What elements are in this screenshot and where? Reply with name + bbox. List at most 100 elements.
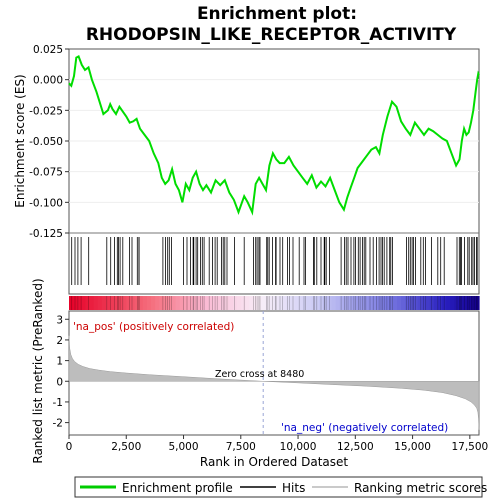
chart-title-line2: RHODOPSIN_LIKE_RECEPTOR_ACTIVITY [86, 25, 457, 45]
colorbar-segment [237, 296, 242, 310]
colorbar-segment [163, 296, 168, 310]
rank-colorbar [69, 296, 480, 310]
colorbar-segment [347, 296, 353, 310]
colorbar-segment [401, 296, 406, 310]
colorbar-segment [384, 296, 390, 310]
rank-x-ticks: 0 2,500 5,000 7,500 10,000 12,500 15,000 17,500 [66, 435, 488, 453]
colorbar-segment [208, 296, 214, 310]
legend-enrichment-label: Enrichment profile [122, 481, 233, 495]
colorbar-segment [130, 296, 136, 310]
colorbar-segment [306, 296, 312, 310]
colorbar-segment [241, 296, 246, 310]
rank-ytick-label: 1 [56, 356, 63, 368]
colorbar-segment [438, 296, 443, 310]
colorbar-segment [138, 296, 144, 310]
colorbar-segment [192, 296, 197, 310]
colorbar-segment [450, 296, 455, 310]
rank-xtick-label: 12,500 [337, 441, 374, 453]
rank-y-axis-label: Ranked list metric (PreRanked) [31, 278, 45, 463]
rank-ytick-label: -1 [53, 397, 63, 409]
colorbar-segment [249, 296, 255, 310]
colorbar-segment [85, 296, 91, 310]
rank-xtick-label: 5,000 [168, 441, 198, 453]
colorbar-segment [429, 296, 435, 310]
es-ytick-label: -0.075 [29, 167, 63, 179]
colorbar-segment [179, 296, 185, 310]
hit-markers [71, 237, 478, 285]
colorbar-segment [339, 296, 345, 310]
ranking-panel: 3 2 1 0 -1 -2 0 2,500 5,000 7,500 10,000 12,500 15,… [31, 278, 488, 469]
colorbar-segment [105, 296, 111, 310]
colorbar-segment [200, 296, 205, 310]
legend-ranking-label: Ranking metric scores [354, 481, 487, 495]
colorbar-segment [392, 296, 398, 310]
es-ytick-label: -0.100 [29, 197, 63, 209]
colorbar-segment [69, 296, 74, 310]
colorbar-segment [155, 296, 160, 310]
colorbar-segment [454, 296, 460, 310]
colorbar-segment [368, 296, 373, 310]
colorbar-segment [294, 296, 300, 310]
colorbar-segment [319, 296, 324, 310]
chart-title-line1: Enrichment plot: [197, 4, 357, 24]
colorbar-segment [224, 296, 230, 310]
colorbar-segment [151, 296, 156, 310]
colorbar-segment [245, 296, 250, 310]
colorbar-segment [343, 296, 349, 310]
colorbar-segment [335, 296, 341, 310]
colorbar-segment [183, 296, 189, 310]
colorbar-segment [253, 296, 259, 310]
colorbar-segment [388, 296, 394, 310]
colorbar-segment [433, 296, 439, 310]
colorbar-segment [474, 296, 480, 310]
es-ytick-label: 0.000 [33, 75, 63, 87]
colorbar-segment [282, 296, 287, 310]
es-panel: 0.025 0.000 -0.025 -0.050 -0.075 -0.100 -0.125… [13, 44, 480, 310]
rank-ytick-label: 0 [56, 376, 63, 388]
colorbar-segment [216, 296, 222, 310]
colorbar-segment [351, 296, 357, 310]
es-ytick-label: -0.025 [29, 105, 63, 117]
es-ytick-label: -0.125 [29, 228, 63, 240]
colorbar-segment [315, 296, 320, 310]
colorbar-segment [146, 296, 152, 310]
colorbar-segment [265, 296, 271, 310]
colorbar-segment [421, 296, 427, 310]
colorbar-segment [187, 296, 193, 310]
colorbar-segment [261, 296, 267, 310]
es-ytick-label: -0.050 [29, 136, 63, 148]
colorbar-segment [442, 296, 447, 310]
colorbar-segment [278, 296, 283, 310]
colorbar-segment [118, 296, 123, 310]
colorbar-segment [204, 296, 209, 310]
neg-correlated-label: 'na_neg' (negatively correlated) [281, 422, 448, 434]
colorbar-segment [196, 296, 201, 310]
colorbar-segment [159, 296, 164, 310]
colorbar-segment [274, 296, 279, 310]
colorbar-segment [220, 296, 226, 310]
colorbar-segment [171, 296, 177, 310]
es-y-axis-label: Enrichment score (ES) [13, 74, 27, 207]
legend-hits-label: Hits [282, 481, 305, 495]
colorbar-segment [397, 296, 402, 310]
colorbar-segment [101, 296, 107, 310]
colorbar-segment [405, 296, 410, 310]
colorbar-segment [470, 296, 476, 310]
colorbar-segment [331, 296, 337, 310]
colorbar-segment [298, 296, 304, 310]
rank-ytick-label: -2 [53, 418, 63, 430]
pos-correlated-label: 'na_pos' (positively correlated) [73, 321, 234, 333]
colorbar-segment [228, 296, 234, 310]
rank-xtick-label: 0 [66, 441, 73, 453]
colorbar-segment [466, 296, 472, 310]
colorbar-segment [97, 296, 103, 310]
rank-xtick-label: 2,500 [111, 441, 141, 453]
zero-cross-label: Zero cross at 8480 [215, 369, 304, 380]
legend: Enrichment profile Hits Ranking metric s… [74, 476, 487, 498]
colorbar-segment [77, 296, 82, 310]
rank-y-ticks: 3 2 1 0 -1 -2 [53, 314, 69, 430]
colorbar-segment [380, 296, 386, 310]
colorbar-segment [134, 296, 140, 310]
rank-xtick-label: 10,000 [280, 441, 317, 453]
colorbar-segment [417, 296, 423, 310]
